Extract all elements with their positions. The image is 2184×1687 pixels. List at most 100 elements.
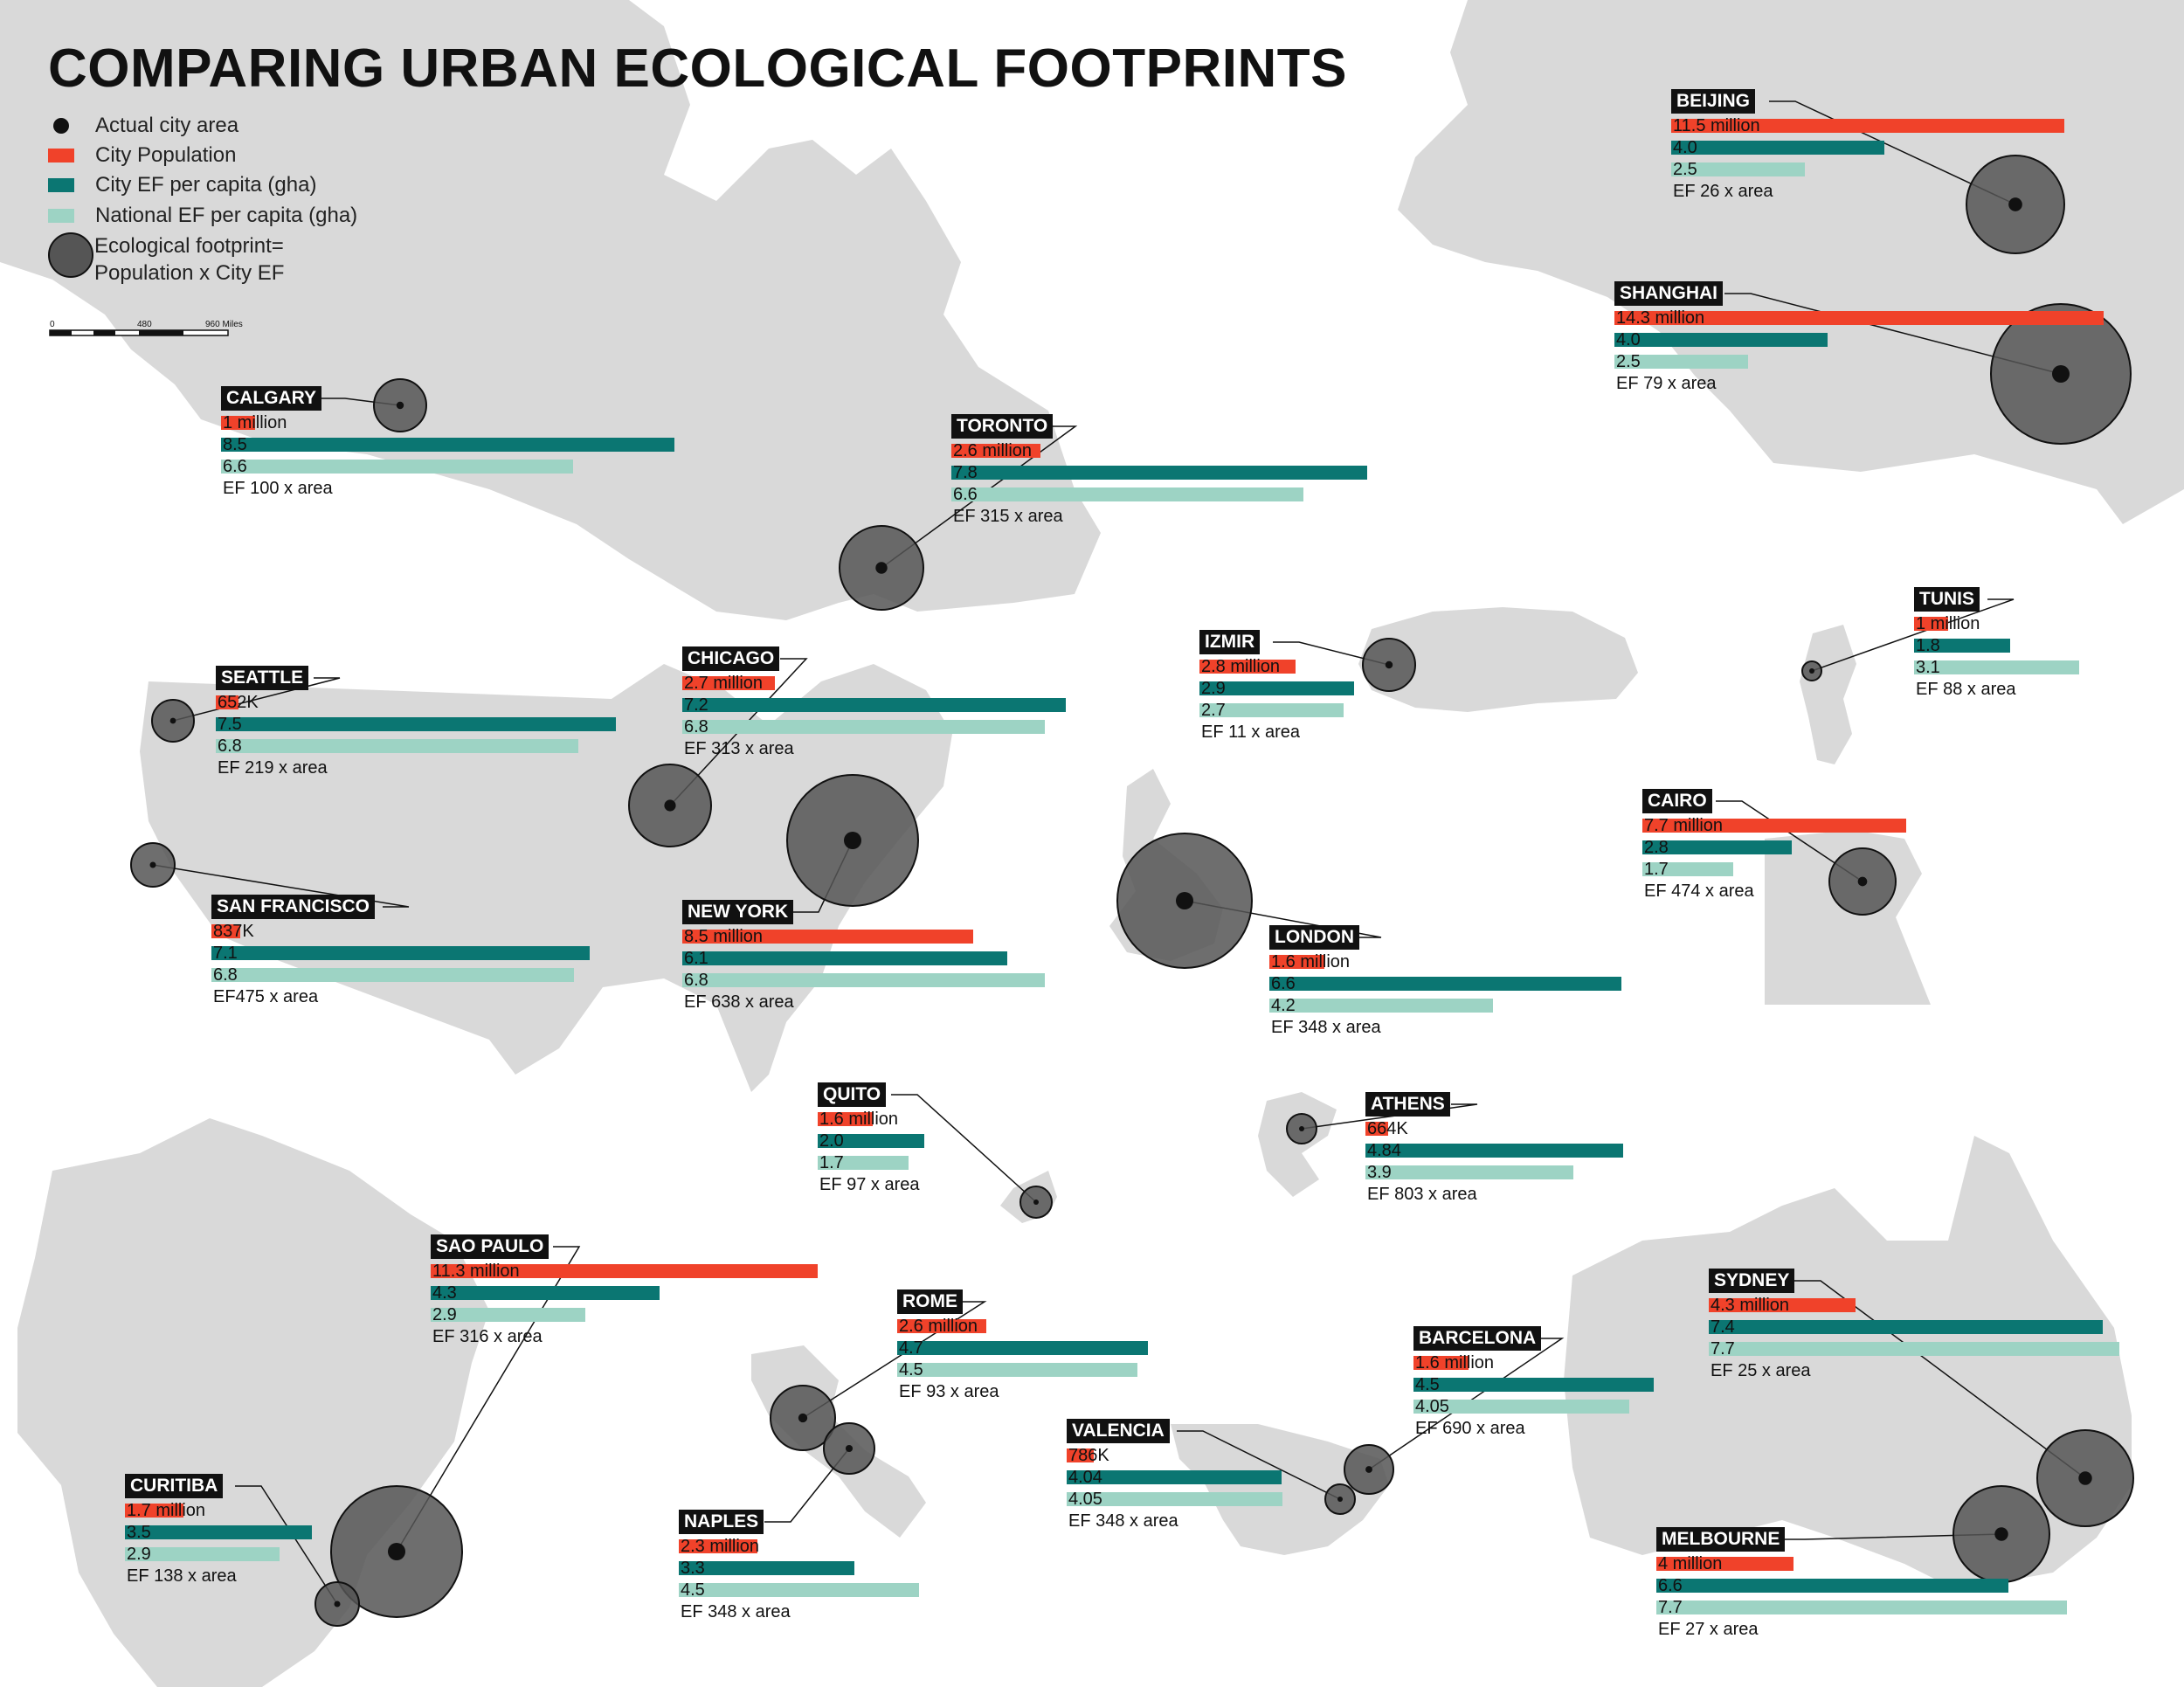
ef-multiplier-label: EF 26 x area	[1673, 182, 1773, 201]
ef-multiplier-label: EF 348 x area	[1068, 1511, 1178, 1531]
city-area-dot-naples	[845, 1444, 854, 1453]
population-bar-label: 4.3 million	[1711, 1296, 1790, 1315]
ef-multiplier-label: EF 638 x area	[684, 992, 794, 1012]
city-ef-bar	[1914, 639, 2010, 653]
population-bar-label: 8.5 million	[684, 927, 764, 946]
population-bar	[818, 1112, 873, 1126]
population-bar-label: 652K	[218, 693, 259, 712]
national-ef-bar-label: 1.7	[1644, 860, 1669, 879]
city-name-label: SAN FRANCISCO	[211, 895, 376, 919]
tunisia-landmass	[1800, 625, 1856, 764]
ef-multiplier-label: EF 93 x area	[899, 1382, 999, 1401]
national-ef-bar-label: 4.5	[681, 1580, 705, 1600]
leader-line-tunis	[1811, 598, 2015, 672]
city-name-label: BEIJING	[1671, 89, 1756, 114]
city-area-dot-saopaulo	[388, 1543, 405, 1560]
map-scale-bar: 0 480 960 Miles	[49, 320, 243, 336]
leader-line-rome	[802, 1301, 987, 1419]
ef-multiplier-label: EF 88 x area	[1916, 680, 2016, 699]
ef-multiplier-label: EF 803 x area	[1367, 1185, 1477, 1204]
city-ef-bar	[897, 1341, 1148, 1355]
city-name-label: LONDON	[1269, 925, 1359, 950]
legend-population-label: City Population	[95, 143, 237, 167]
national-ef-bar-label: 1.7	[819, 1153, 844, 1172]
city-ef-bar	[1365, 1144, 1623, 1158]
city-name-label: BARCELONA	[1413, 1326, 1542, 1351]
city-ef-bar	[1709, 1320, 2103, 1334]
national-ef-bar	[211, 968, 574, 982]
national-ef-bar	[1656, 1601, 2067, 1614]
city-ef-bar	[682, 698, 1066, 712]
population-bar	[1709, 1298, 1856, 1312]
city-ef-bar	[679, 1561, 854, 1575]
national-ef-bar	[1709, 1342, 2119, 1356]
city-ef-bar-label: 2.0	[819, 1131, 844, 1151]
population-bar-label: 1.6 million	[819, 1110, 899, 1129]
leader-line-saopaulo	[396, 1246, 581, 1552]
national-ef-bar	[1614, 355, 1748, 369]
leader-line-barcelona	[1368, 1338, 1565, 1470]
national-ef-bar-label: 4.5	[899, 1360, 923, 1379]
population-bar-label: 1.6 million	[1271, 952, 1351, 971]
australia-landmass	[1564, 1136, 2132, 1590]
national-ef-bar-label: 6.8	[213, 965, 238, 985]
ef-multiplier-label: EF 97 x area	[819, 1175, 920, 1194]
population-bar	[216, 695, 238, 709]
city-ef-bar	[1413, 1378, 1654, 1392]
city-ef-bar	[1067, 1470, 1282, 1484]
city-name-label: CALGARY	[221, 386, 322, 411]
city-ef-bar-label: 7.5	[218, 715, 242, 734]
city-ef-bar	[216, 717, 616, 731]
population-bar-label: 837K	[213, 922, 254, 941]
national-ef-bar	[1914, 660, 2079, 674]
city-area-dot-curitiba	[334, 1601, 341, 1607]
national-ef-bar-label: 2.9	[127, 1545, 151, 1564]
scale-tick-960: 960 Miles	[205, 320, 243, 329]
city-area-dot-newyork	[844, 832, 861, 849]
national-ef-bar	[221, 460, 573, 474]
city-name-label: SYDNEY	[1709, 1269, 1795, 1293]
city-name-label: SHANGHAI	[1614, 281, 1724, 306]
legend-actual-area-label: Actual city area	[95, 114, 239, 137]
national-ef-bar-label: 6.8	[684, 971, 708, 990]
city-name-label: CAIRO	[1642, 789, 1712, 813]
leader-line-quito	[891, 1094, 1037, 1203]
light-teal-swatch-icon	[48, 209, 74, 223]
leader-line-sydney	[1794, 1280, 2086, 1479]
national-ef-bar	[1413, 1400, 1629, 1414]
city-ef-bar-label: 7.2	[684, 695, 708, 715]
city-area-dot-beijing	[2008, 197, 2022, 211]
city-ef-bar	[221, 438, 674, 452]
population-bar-label: 2.6 million	[899, 1317, 978, 1336]
population-bar	[221, 416, 255, 430]
city-area-dot-athens	[1299, 1126, 1304, 1131]
population-bar	[1199, 660, 1296, 674]
city-area-dot-melbourne	[1994, 1527, 2008, 1541]
population-bar-label: 1 million	[1916, 614, 1980, 633]
city-ef-bar-label: 4.7	[899, 1338, 923, 1358]
legend-national-ef-label: National EF per capita (gha)	[95, 204, 358, 227]
leader-line-izmir	[1273, 641, 1390, 666]
city-name-label: SEATTLE	[216, 666, 309, 690]
ef-multiplier-label: EF 138 x area	[127, 1566, 237, 1586]
red-swatch-icon	[48, 149, 74, 162]
population-bar-label: 664K	[1367, 1119, 1408, 1138]
city-area-dot-barcelona	[1365, 1466, 1372, 1473]
ef-multiplier-label: EF 690 x area	[1415, 1419, 1525, 1438]
legend-footprint-line1: Ecological footprint=	[94, 234, 284, 258]
greece-landmass	[1258, 1092, 1337, 1197]
city-name-label: CHICAGO	[682, 646, 780, 671]
national-ef-bar	[1642, 862, 1733, 876]
city-area-dot-calgary	[396, 401, 404, 410]
city-area-dot-sydney	[2078, 1471, 2092, 1485]
ef-multiplier-label: EF 219 x area	[218, 758, 328, 778]
national-ef-bar	[125, 1547, 280, 1561]
chart-title: COMPARING URBAN ECOLOGICAL FOOTPRINTS	[48, 38, 1347, 99]
leader-line-chicago	[669, 658, 808, 806]
city-ef-bar	[1269, 977, 1621, 991]
city-area-dot-london	[1176, 892, 1193, 909]
ef-multiplier-label: EF 79 x area	[1616, 374, 1717, 393]
legend-footprint-label: Ecological footprint= Population x City …	[94, 232, 284, 287]
city-name-label: MELBOURNE	[1656, 1527, 1786, 1552]
